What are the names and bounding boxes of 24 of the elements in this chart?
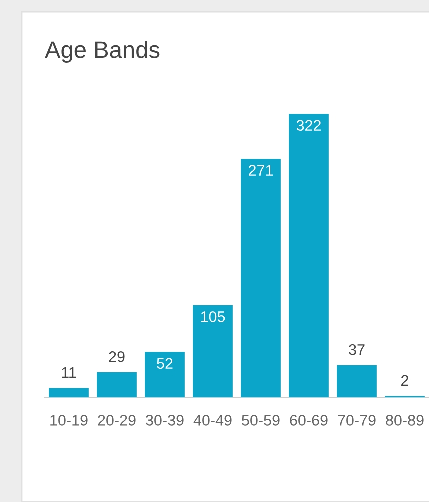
x-tick-label: 20-29 [98, 415, 136, 426]
data-label: 52 [157, 358, 173, 370]
data-label: 11 [62, 368, 76, 378]
chart-title: Age Bands [45, 40, 160, 64]
data-label: 271 [249, 165, 273, 176]
x-tick-label: 30-39 [146, 415, 184, 426]
bar [337, 365, 377, 398]
x-tick-label: 50-59 [242, 415, 280, 426]
x-tick-label: 60-69 [290, 415, 328, 426]
x-tick-label: 80-89 [386, 415, 424, 426]
bar [97, 372, 137, 398]
bar [145, 352, 185, 398]
x-tick-label: 10-19 [50, 415, 88, 426]
data-label: 322 [296, 120, 321, 132]
bar [49, 388, 89, 398]
bar [289, 114, 329, 398]
data-label: 105 [201, 312, 226, 322]
data-label: 37 [349, 344, 365, 356]
data-label: 2 [402, 375, 408, 386]
bar [193, 305, 233, 398]
x-tick-label: 70-79 [338, 415, 376, 426]
x-tick-label: 40-49 [194, 415, 232, 426]
bar [241, 159, 281, 398]
data-label: 29 [109, 352, 125, 362]
